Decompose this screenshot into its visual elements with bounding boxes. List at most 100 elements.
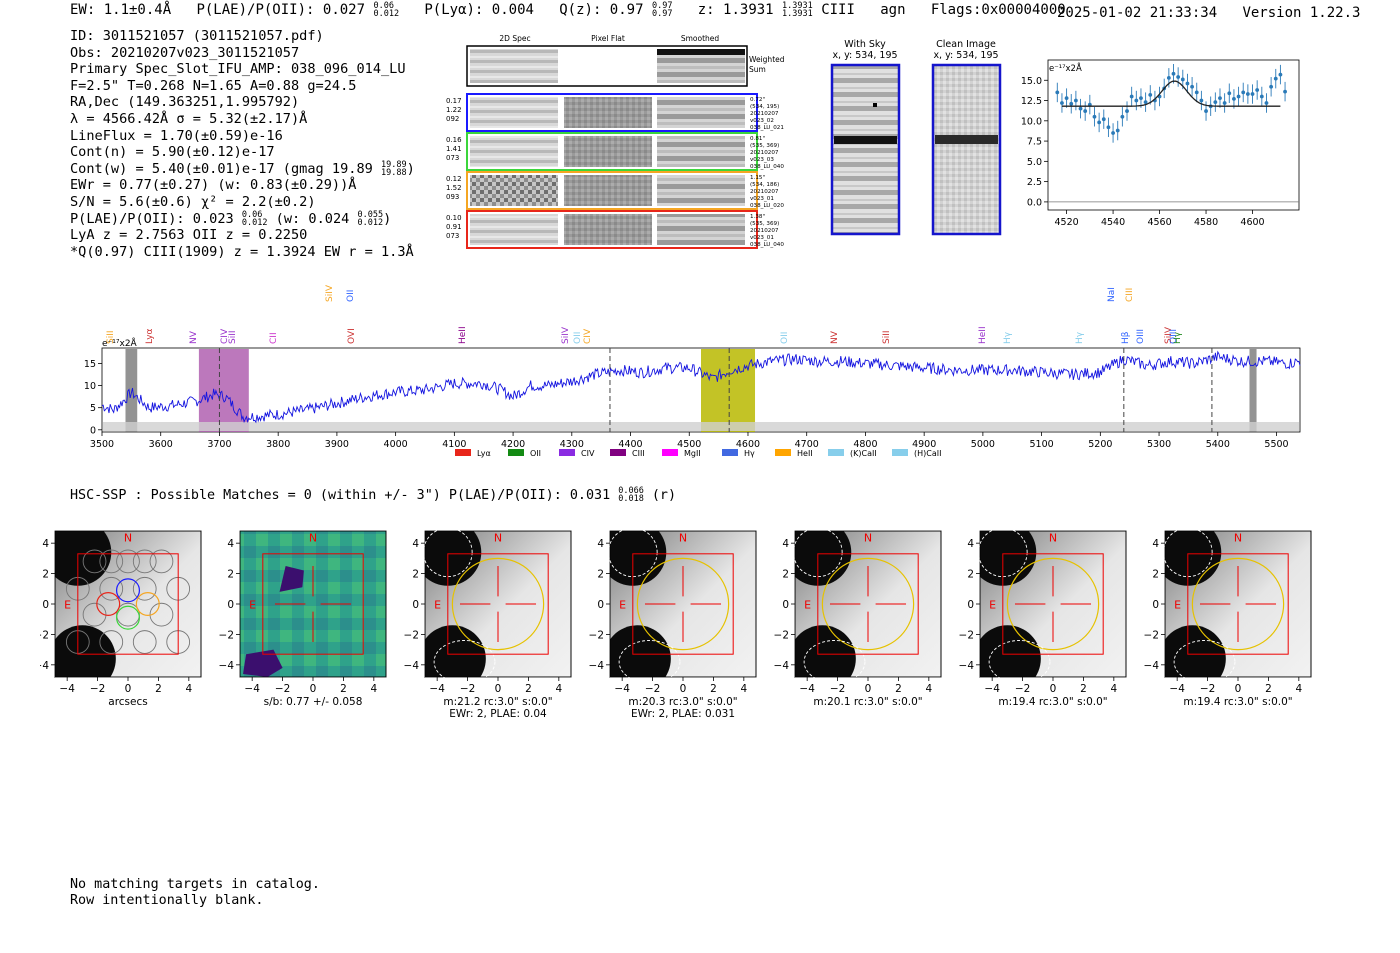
data-point (1083, 109, 1088, 113)
data-point (1278, 72, 1283, 77)
x-tick-label: 4560 (1147, 217, 1171, 228)
data-point (1148, 92, 1153, 97)
best-solution: *Q(0.97) CIII(1909) z = 1.3924 EW r = 1.… (70, 243, 414, 260)
clean-image (931, 63, 1002, 236)
y-tick-label: 0 (782, 599, 789, 611)
x-tick-label: 2 (155, 683, 162, 695)
data-point (1143, 100, 1148, 105)
cutout-right-label: 038_LU_040 (750, 164, 784, 170)
data-point (1097, 120, 1102, 125)
ra-dec: RA,Dec (149.363251,1.995792) (70, 94, 300, 111)
data-point (1115, 128, 1120, 133)
lya-oii-redshift: LyA z = 2.7563 OII z = 0.2250 (70, 227, 308, 244)
line-label: CII (269, 332, 279, 344)
fiber-circle-highlight (135, 591, 160, 617)
y-tick-label: 5 (90, 403, 96, 414)
data-point (1120, 114, 1125, 119)
legend-label: (H)CaII (914, 449, 941, 458)
sky-images: With Sky x, y: 534, 195 Clean Image x, y… (830, 39, 1002, 236)
data-point (1125, 109, 1129, 113)
data-point (1111, 131, 1115, 135)
legend-swatch (610, 449, 626, 456)
fiber-circle (149, 549, 174, 574)
data-point (1073, 98, 1078, 103)
x-tick-label: 5000 (971, 439, 995, 450)
line-label: SiIV (325, 284, 335, 302)
cutout-pixel-flat (564, 136, 652, 167)
cutout-right-label: v023_01 (750, 235, 774, 241)
x-tick-label: 2 (340, 683, 347, 695)
cutout-right-label: v023_02 (750, 118, 774, 124)
flags-value: Flags:0x00004000 (930, 2, 1066, 18)
y-tick-label: 4 (1152, 538, 1159, 550)
z-line-name: CIII (821, 2, 855, 18)
data-point (1134, 98, 1139, 103)
y-tick-label: −4 (959, 660, 975, 672)
line-label: HeII (458, 326, 468, 344)
y-tick-label: 4 (782, 538, 789, 550)
data-point (1273, 76, 1278, 81)
footer-line-1: No matching targets in catalog. (70, 877, 320, 892)
y-tick-label: 2 (412, 569, 419, 581)
x-tick-label: 4600 (736, 439, 760, 450)
x-tick-label: 3700 (207, 439, 231, 450)
cutout-right-label: (534, 186) (750, 182, 779, 188)
plae-ratio: P(LAE)/P(OII): 0.023 0.06 0.012 (w: 0.024… (70, 209, 392, 228)
col-header-smoothed: Smoothed (681, 34, 720, 43)
x-tick-label: 4500 (677, 439, 701, 450)
cutout-left-label: 0.12 (446, 175, 462, 183)
y-tick-label: 0 (42, 599, 49, 611)
y-tick-label: 5.0 (1027, 157, 1042, 168)
x-tick-label: 5100 (1030, 439, 1054, 450)
line-fit-chart: e⁻¹⁷x2Å 4520 4540 4560 4580 4600 0.0 2.5 5.0 7.5… (1021, 59, 1300, 228)
x-tick-label: −4 (1169, 683, 1185, 695)
x-tick-label: 5300 (1147, 439, 1171, 450)
x-tick-label: 0 (125, 683, 132, 695)
panel-caption: m:21.2 rc:3.0" s:0.0" (443, 696, 552, 708)
y-tick-label: 2 (967, 569, 974, 581)
data-point (1255, 88, 1260, 92)
clean-image-title: Clean Image (936, 39, 996, 50)
line-label: CIII (1125, 288, 1135, 302)
data-point (1194, 90, 1199, 95)
cutout-right-label: 20210207 (750, 111, 779, 117)
data-point (1139, 96, 1143, 101)
line-label: NV (830, 330, 840, 344)
panel-caption-2: EWr: 2, PLAE: 0.031 (631, 708, 735, 720)
x-tick-label: 5400 (1206, 439, 1230, 450)
panel-caption: arcsecs (108, 696, 147, 708)
x-tick-label: −2 (90, 683, 105, 695)
y-tick-label: 0 (1152, 599, 1159, 611)
north-label: N (124, 532, 132, 545)
y-tick-label: −2 (219, 629, 234, 641)
weighted-sum-2d (470, 49, 558, 83)
detection-id: ID: 3011521057 (3011521057.pdf) (70, 28, 324, 44)
summary-header: EW: 1.1±0.4Å P(LAE)/P(OII): 0.027 0.06 0.… (70, 1, 1066, 19)
y-tick-label: 4 (597, 538, 604, 550)
north-label: N (1049, 532, 1057, 545)
line-label: Hγ (1003, 331, 1013, 344)
y-tick-label: 4 (967, 538, 974, 550)
data-point (1101, 117, 1106, 122)
x-tick-label: 5200 (1088, 439, 1112, 450)
cutout-left-label: 1.41 (446, 145, 462, 153)
line-label: Lyα (145, 328, 155, 344)
east-label: E (989, 599, 996, 612)
cutout-left-label: 0.17 (446, 97, 462, 105)
source-ellipse (433, 640, 496, 684)
x-tick-label: −2 (645, 683, 660, 695)
line-label: OIII (1136, 329, 1146, 344)
panel-caption: s/b: 0.77 +/- 0.058 (264, 696, 363, 708)
fiber-circle (99, 549, 124, 574)
x-tick-label: 5500 (1264, 439, 1288, 450)
cutout-left-label: 1.52 (446, 184, 462, 192)
cutout-right-label: 20210207 (750, 150, 779, 156)
x-tick-label: −2 (1015, 683, 1030, 695)
x-tick-label: 3500 (90, 439, 114, 450)
line-label: SiII (228, 330, 238, 344)
signal-noise-chi2: S/N = 5.6(±0.6) χ² = 2.2(±0.2) (70, 193, 316, 210)
